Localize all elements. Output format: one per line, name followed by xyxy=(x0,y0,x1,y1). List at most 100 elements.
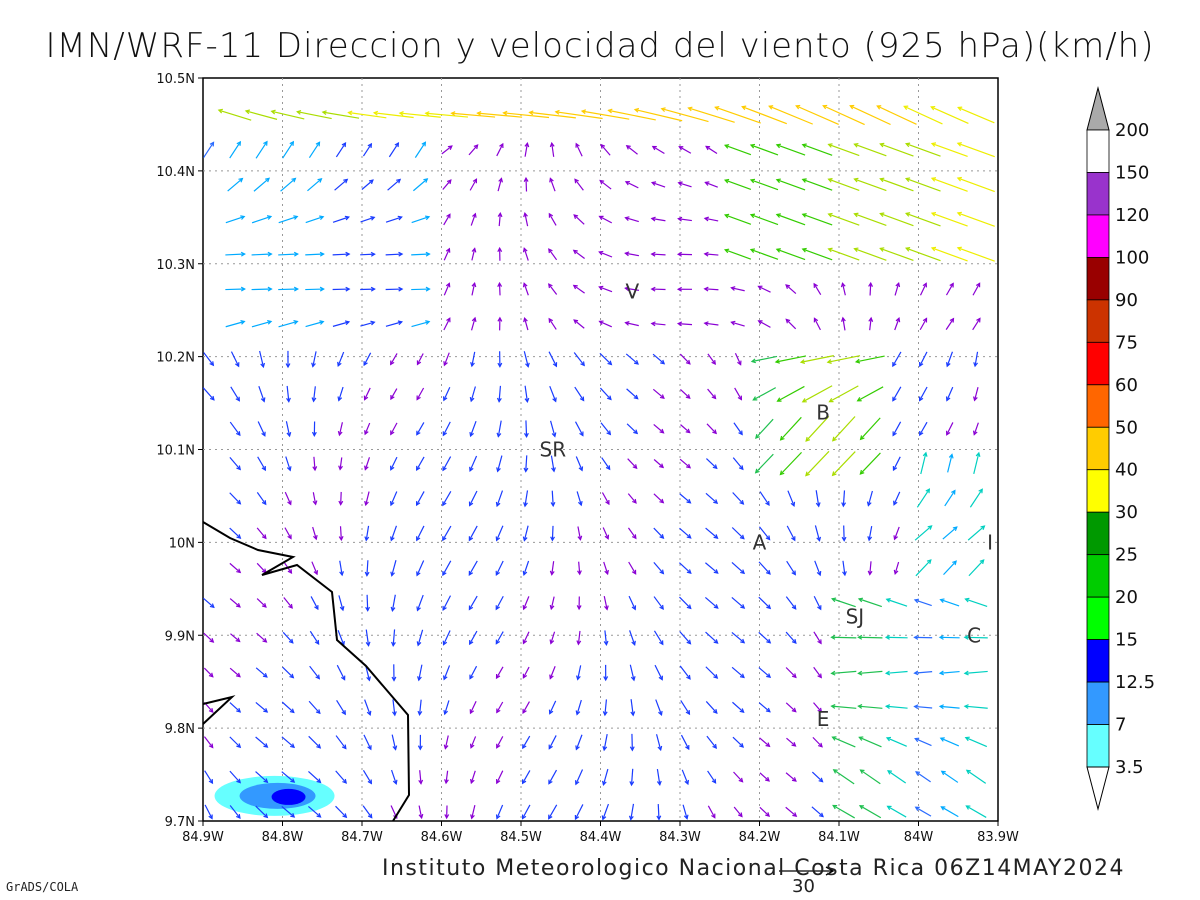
wind-arrow-shaft xyxy=(653,493,664,504)
wind-arrow-head xyxy=(893,569,899,575)
wind-arrow-head xyxy=(785,318,791,324)
wind-arrow-shaft xyxy=(930,106,969,124)
wind-arrow-head xyxy=(522,673,528,679)
wind-arrow xyxy=(443,247,451,261)
wind-arrow-shaft xyxy=(893,491,901,505)
wind-arrow xyxy=(679,631,692,645)
wind-arrow-shaft xyxy=(657,804,660,820)
wind-arrow xyxy=(775,213,806,226)
wind-arrow-shaft xyxy=(599,215,613,224)
wind-arrow-head xyxy=(752,396,758,401)
wind-arrow-shaft xyxy=(297,111,332,120)
wind-arrow-head xyxy=(659,534,665,539)
wind-arrow-head xyxy=(208,814,213,820)
wind-arrow-head xyxy=(739,708,745,714)
wind-arrow-head xyxy=(868,316,874,322)
wind-arrow-head xyxy=(857,634,863,640)
wind-arrow xyxy=(946,422,954,436)
wind-arrow xyxy=(879,247,914,262)
wind-arrow xyxy=(903,105,943,125)
wind-arrow-shaft xyxy=(679,493,691,504)
wind-arrow xyxy=(731,562,746,575)
wind-arrow xyxy=(723,178,752,191)
wind-arrow xyxy=(311,351,317,368)
wind-arrow-head xyxy=(859,435,865,441)
wind-arrow-shaft xyxy=(363,734,372,750)
wind-arrow-head xyxy=(768,105,774,110)
wind-arrow-head xyxy=(367,813,373,819)
wind-arrow-shaft xyxy=(441,145,453,155)
wind-arrow-shaft xyxy=(603,596,608,610)
wind-arrow-shaft xyxy=(776,213,806,226)
wind-arrow-head xyxy=(723,213,730,219)
wind-arrow-shaft xyxy=(443,630,451,645)
wind-arrow-head xyxy=(867,570,873,576)
wind-arrow-head xyxy=(776,397,782,402)
colorbar-segment xyxy=(1086,724,1110,768)
wind-arrow xyxy=(496,142,504,157)
wind-arrow-head xyxy=(951,489,956,495)
wind-arrow xyxy=(336,699,346,716)
wind-arrow-shaft xyxy=(305,216,324,224)
wind-arrow-head xyxy=(791,536,796,542)
wind-arrow-head xyxy=(347,110,353,116)
wind-arrow-shaft xyxy=(551,490,554,506)
wind-arrow-shaft xyxy=(603,561,609,575)
wind-arrow xyxy=(629,768,635,787)
wind-arrow xyxy=(930,105,969,124)
wind-arrow-shaft xyxy=(523,560,530,576)
wind-arrow xyxy=(680,734,690,751)
wind-arrow xyxy=(853,142,887,157)
wind-arrow-shaft xyxy=(229,421,241,436)
wind-arrow-head xyxy=(922,282,928,288)
wind-arrow-head xyxy=(367,779,373,785)
wind-arrow-head xyxy=(390,430,395,436)
wind-arrow xyxy=(627,493,637,504)
wind-arrow xyxy=(495,490,504,508)
wind-arrow xyxy=(866,490,873,507)
wind-arrow xyxy=(841,490,847,508)
wind-arrow-shaft xyxy=(680,734,690,750)
wind-arrow xyxy=(497,246,503,261)
wind-arrow xyxy=(679,353,691,365)
wind-arrow-head xyxy=(425,286,431,292)
wind-arrow-shaft xyxy=(230,351,240,367)
wind-arrow-shaft xyxy=(678,323,693,326)
wind-arrow xyxy=(892,456,901,472)
wind-arrow-head xyxy=(495,814,501,820)
wind-arrow-shaft xyxy=(705,631,719,644)
wind-arrow-shaft xyxy=(443,283,450,296)
wind-arrow-shaft xyxy=(470,213,476,226)
wind-arrow-shaft xyxy=(841,283,846,296)
wind-arrow xyxy=(255,771,269,784)
wind-arrow-shaft xyxy=(416,387,425,400)
wind-arrow xyxy=(630,699,636,717)
wind-arrow-shaft xyxy=(523,248,529,261)
wind-arrow-shaft xyxy=(360,253,375,256)
wind-arrow xyxy=(707,805,716,819)
wind-arrow xyxy=(338,457,343,471)
wind-arrow xyxy=(602,527,610,540)
wind-arrow xyxy=(946,351,954,368)
wind-arrow-head xyxy=(879,212,885,218)
wind-arrow-shaft xyxy=(470,736,477,748)
wind-arrow-head xyxy=(473,144,479,150)
wind-arrow-shaft xyxy=(251,253,272,256)
colorbar-segment xyxy=(1086,129,1110,173)
wind-arrow xyxy=(656,768,662,786)
wind-arrow xyxy=(600,422,612,436)
wind-arrow-head xyxy=(263,743,269,748)
wind-arrow xyxy=(577,561,582,576)
wind-arrow-head xyxy=(291,177,297,183)
wind-arrow-shaft xyxy=(831,598,856,608)
wind-arrow xyxy=(278,251,300,257)
wind-arrow-shaft xyxy=(469,178,477,191)
wind-arrow-head xyxy=(791,742,797,747)
wind-arrow-shaft xyxy=(599,251,613,258)
wind-arrow-shaft xyxy=(391,734,397,750)
wind-arrow-shaft xyxy=(337,629,345,646)
wind-arrow-shaft xyxy=(705,666,718,679)
wind-arrow-shaft xyxy=(625,252,640,257)
wind-arrow-shaft xyxy=(496,490,504,507)
wind-arrow xyxy=(679,665,691,680)
